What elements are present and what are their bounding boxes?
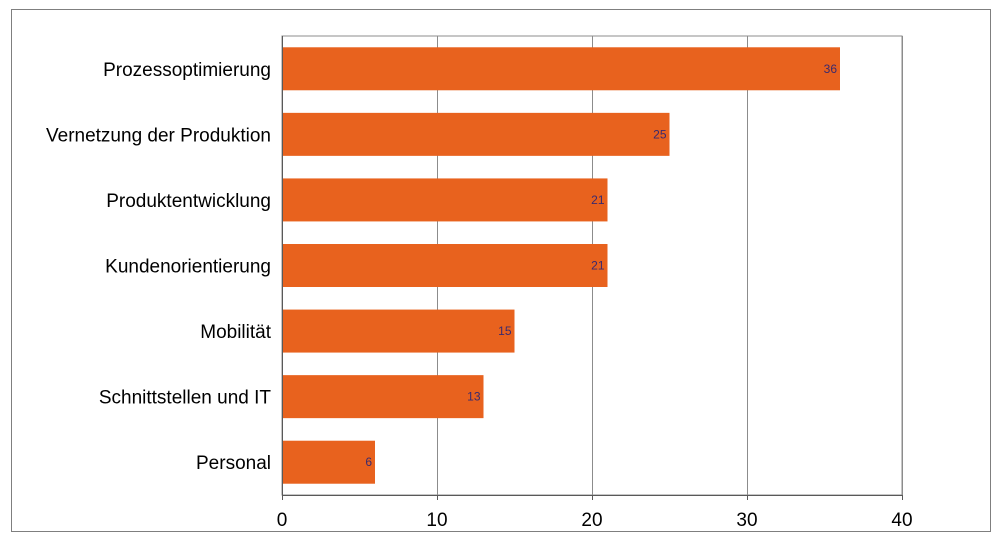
category-label: Personal bbox=[196, 453, 271, 474]
bar bbox=[282, 178, 608, 222]
category-label: Produktentwicklung bbox=[106, 191, 271, 212]
bar-value-label: 15 bbox=[498, 324, 512, 338]
x-tick-label: 10 bbox=[426, 510, 447, 531]
category-label: Schnittstellen und IT bbox=[99, 388, 272, 409]
bar bbox=[282, 47, 840, 91]
bar-value-label: 13 bbox=[467, 390, 481, 404]
bar bbox=[282, 244, 608, 287]
bar-value-label: 25 bbox=[653, 127, 667, 141]
category-label: Vernetzung der Produktion bbox=[46, 125, 271, 146]
x-tick-label: 30 bbox=[736, 510, 757, 531]
x-tick-label: 20 bbox=[581, 510, 602, 531]
x-tick-label: 0 bbox=[277, 510, 288, 531]
category-label: Prozessoptimierung bbox=[103, 60, 271, 81]
category-label: Mobilität bbox=[200, 322, 271, 343]
bar bbox=[282, 112, 670, 156]
x-tick-label: 40 bbox=[891, 510, 912, 531]
bar bbox=[282, 375, 484, 419]
category-label: Kundenorientierung bbox=[105, 257, 271, 278]
bar-value-label: 21 bbox=[591, 193, 605, 207]
bar-value-label: 6 bbox=[365, 455, 372, 469]
bar-value-label: 21 bbox=[591, 259, 605, 273]
bar bbox=[282, 440, 375, 484]
bar-value-label: 36 bbox=[824, 62, 838, 76]
bar bbox=[282, 309, 515, 353]
